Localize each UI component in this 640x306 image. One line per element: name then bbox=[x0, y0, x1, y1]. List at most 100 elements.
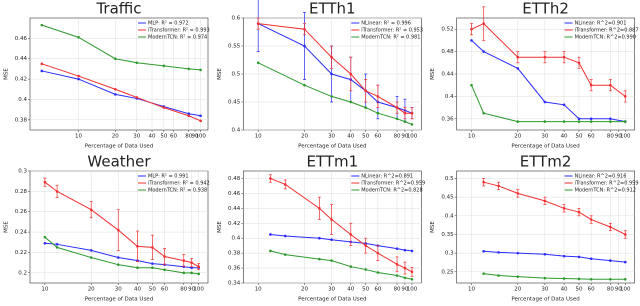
y-tick-label: 0.42 bbox=[15, 77, 27, 83]
x-tick-label: 80 bbox=[180, 287, 187, 293]
data-point bbox=[162, 64, 166, 68]
data-point bbox=[77, 74, 80, 78]
x-tick-label: 40 bbox=[347, 287, 354, 293]
x-tick-label: 90 bbox=[192, 134, 199, 140]
legend-label: ModernTCN: R² = 0.981 bbox=[361, 35, 420, 41]
data-point bbox=[516, 120, 520, 123]
x-tick-label: 50 bbox=[575, 287, 582, 293]
data-point bbox=[395, 274, 399, 277]
data-point bbox=[151, 262, 154, 265]
fit-curve bbox=[471, 85, 626, 123]
data-point bbox=[589, 83, 593, 87]
x-tick-label: 90 bbox=[401, 134, 408, 140]
x-tick-label: 100 bbox=[407, 134, 418, 140]
x-tick-label: 40 bbox=[134, 287, 141, 293]
x-tick-label: 80 bbox=[394, 287, 401, 293]
data-point bbox=[330, 259, 333, 262]
data-point bbox=[543, 55, 547, 59]
data-point bbox=[190, 266, 193, 270]
legend-label: NLinear: R^2=0.891 bbox=[361, 174, 413, 180]
y-tick-label: 0.5 bbox=[232, 72, 241, 78]
x-tick-label: 20 bbox=[112, 134, 119, 140]
data-point bbox=[497, 251, 500, 254]
data-point bbox=[609, 83, 612, 87]
data-point bbox=[364, 89, 367, 93]
data-point bbox=[303, 44, 306, 48]
y-tick-label: 0.38 bbox=[15, 117, 28, 123]
data-point bbox=[623, 95, 627, 98]
x-tick-label: 50 bbox=[362, 134, 369, 140]
data-point bbox=[135, 96, 139, 99]
data-point bbox=[364, 106, 367, 109]
data-point bbox=[318, 207, 321, 210]
data-point bbox=[403, 111, 407, 115]
data-point bbox=[482, 50, 485, 53]
data-point bbox=[151, 246, 154, 249]
data-point bbox=[577, 120, 581, 123]
data-point bbox=[497, 274, 500, 277]
data-point bbox=[482, 22, 485, 25]
data-point bbox=[151, 266, 154, 270]
x-tick-label: 10 bbox=[41, 287, 48, 293]
data-point bbox=[403, 276, 407, 280]
chart-title: ETTm1 bbox=[306, 153, 358, 171]
y-tick-label: 0.45 bbox=[441, 195, 454, 201]
data-point bbox=[136, 245, 139, 248]
y-tick-label: 0.46 bbox=[228, 191, 241, 197]
chart-title: ETTm2 bbox=[520, 153, 572, 171]
x-tick-label: 30 bbox=[541, 287, 548, 293]
data-point bbox=[410, 277, 414, 281]
y-tick-label: 0.52 bbox=[441, 27, 453, 33]
data-point bbox=[303, 83, 306, 87]
y-tick-label: 0.4 bbox=[232, 236, 241, 242]
x-tick-label: 100 bbox=[195, 134, 206, 140]
legend-label: iTransformer: R^2=0.959 bbox=[575, 181, 639, 187]
fit-curve bbox=[41, 63, 201, 122]
data-point bbox=[318, 236, 321, 240]
chart-title: Traffic bbox=[95, 0, 141, 18]
data-point bbox=[55, 243, 59, 246]
x-tick-label: 60 bbox=[374, 287, 381, 293]
data-point bbox=[40, 62, 44, 66]
data-point bbox=[89, 249, 93, 252]
x-tick-label: 60 bbox=[170, 134, 177, 140]
fit-curve bbox=[44, 242, 199, 269]
data-point bbox=[482, 272, 485, 275]
data-point bbox=[609, 225, 612, 229]
x-tick-label: 50 bbox=[362, 287, 369, 293]
y-tick-label: 0.24 bbox=[15, 230, 28, 236]
legend-label: ModernTCN: R² = 0.938 bbox=[148, 188, 207, 194]
data-point bbox=[197, 265, 200, 269]
data-point bbox=[543, 199, 547, 203]
x-tick-label: 30 bbox=[115, 287, 122, 293]
x-tick-label: 100 bbox=[620, 287, 631, 293]
y-axis-label: MSE bbox=[217, 68, 223, 80]
y-tick-label: 0.4 bbox=[232, 128, 241, 134]
y-axis-label: MSE bbox=[430, 221, 436, 233]
data-point bbox=[349, 100, 353, 104]
x-tick-label: 90 bbox=[615, 134, 622, 140]
legend-label: iTransformer: R² = 0.993 bbox=[148, 28, 210, 34]
legend-label: MLP: R² = 0.972 bbox=[148, 21, 189, 27]
data-point bbox=[330, 238, 333, 241]
data-point bbox=[589, 117, 593, 121]
data-point bbox=[516, 55, 520, 59]
fit-curve bbox=[44, 236, 199, 275]
data-point bbox=[470, 83, 473, 87]
x-tick-label: 80 bbox=[607, 134, 614, 140]
data-point bbox=[609, 277, 612, 281]
y-tick-label: 0.45 bbox=[228, 100, 241, 106]
chart-title: ETTh2 bbox=[522, 0, 569, 18]
x-tick-label: 90 bbox=[401, 287, 408, 293]
data-point bbox=[395, 117, 399, 121]
data-point bbox=[190, 261, 193, 264]
data-point bbox=[187, 114, 191, 118]
data-point bbox=[163, 268, 166, 272]
fit-curve bbox=[483, 273, 626, 280]
y-axis-label: MSE bbox=[4, 68, 10, 80]
chart-title: Weather bbox=[87, 153, 151, 171]
data-point bbox=[577, 117, 581, 121]
data-point bbox=[589, 257, 593, 261]
data-point bbox=[403, 266, 407, 270]
